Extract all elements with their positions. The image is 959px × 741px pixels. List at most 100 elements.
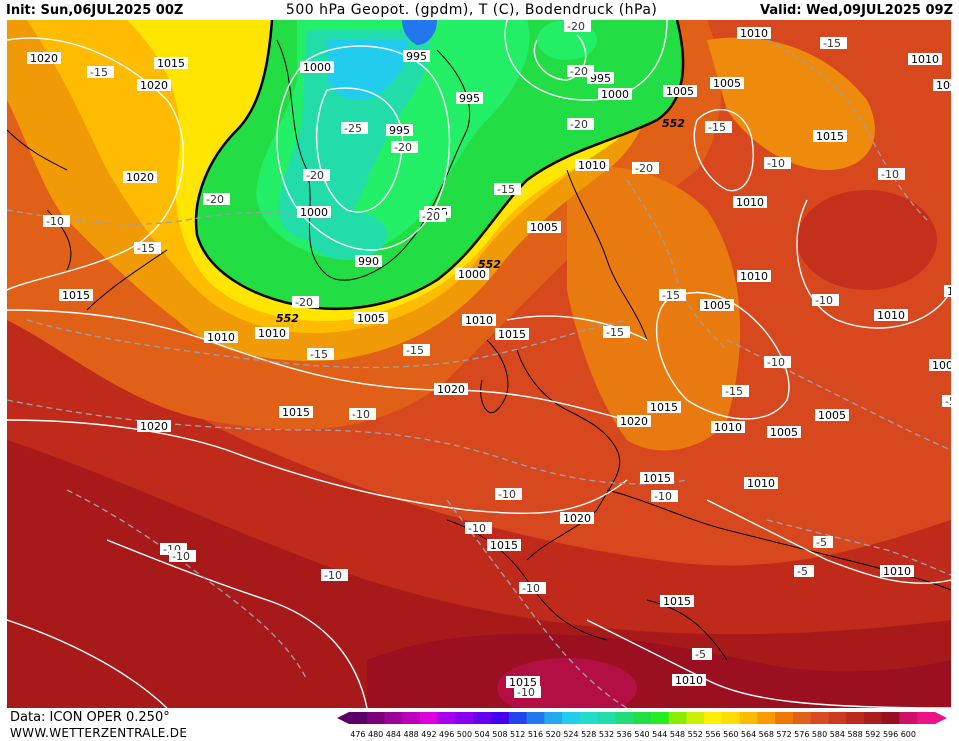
- temperature-label: -20: [292, 296, 319, 309]
- temperature-label: -20: [303, 169, 330, 182]
- temperature-label-text: -15: [406, 344, 424, 357]
- legend-swatch: [562, 712, 581, 724]
- valid-time: Valid: Wed,09JUL2025 09Z: [760, 2, 953, 18]
- pressure-label-text: 1005: [666, 85, 694, 98]
- legend-tick-label: 508: [492, 730, 507, 739]
- temperature-labels: -15 -20 -10 -15 -25 -20 -20 -20 -15 -20 -15 -15 -10 -…: [43, 20, 951, 699]
- temperature-label-text: -15: [90, 66, 108, 79]
- pressure-label: 1015: [660, 595, 694, 608]
- legend-swatch: [544, 712, 563, 724]
- temperature-label-text: -20: [206, 193, 224, 206]
- pressure-label-text: 1015: [650, 401, 678, 414]
- legend-tick-label: 500: [457, 730, 472, 739]
- legend-swatch: [508, 712, 528, 724]
- pressure-label-text: 1005: [713, 77, 741, 90]
- pressure-label-text: 1010: [675, 674, 703, 687]
- temperature-label-text: -20: [394, 141, 412, 154]
- temperature-label-text: -20: [567, 20, 585, 33]
- pressure-label-text: 1015: [498, 328, 526, 341]
- temperature-label: -15: [494, 183, 521, 196]
- pressure-label: 1010: [711, 421, 745, 434]
- pressure-label-text: 1000: [300, 206, 328, 219]
- data-source: Data: ICON OPER 0.250°: [10, 710, 170, 725]
- temperature-label: -10: [465, 522, 492, 535]
- temperature-label-text: -15: [708, 121, 726, 134]
- pressure-label-text: 1015: [509, 676, 537, 689]
- temperature-label-text: -15: [662, 289, 680, 302]
- pressure-label: 1010: [880, 565, 914, 578]
- temperature-label-text: -10: [654, 490, 672, 503]
- temperature-label: -10: [514, 686, 541, 699]
- pressure-label-text: 1010: [578, 159, 606, 172]
- temperature-label: -20: [564, 20, 591, 33]
- pressure-label-text: 1015: [490, 539, 518, 552]
- pressure-label-text: 1020: [437, 383, 465, 396]
- pressure-label: 1020: [27, 52, 61, 65]
- pressure-label-text: 1000: [458, 268, 486, 281]
- legend-tick-label: 552: [688, 730, 703, 739]
- pressure-label-text: 1010: [465, 314, 493, 327]
- legend-swatch: [420, 712, 439, 724]
- legend-tick-label: 512: [510, 730, 525, 739]
- legend-swatch: [402, 712, 421, 724]
- pressure-label-text: 1010: [714, 421, 742, 434]
- pressure-label: 1005: [929, 359, 951, 372]
- legend-swatch: [739, 712, 758, 724]
- pressure-label-text: 1020: [140, 79, 168, 92]
- pressure-label-text: 1015: [62, 289, 90, 302]
- temperature-label-text: -10: [498, 488, 516, 501]
- temperature-label-text: -20: [570, 118, 588, 131]
- temperature-label: -10: [43, 215, 70, 228]
- pressure-label-text: 1005: [936, 79, 951, 92]
- pressure-label: 1005: [767, 426, 801, 439]
- pressure-label: 1020: [434, 383, 468, 396]
- legend-tick-label: 544: [652, 730, 667, 739]
- legend-tick-label: 576: [794, 730, 809, 739]
- temperature-label: -15: [307, 348, 334, 361]
- pressure-label-text: 1000: [303, 61, 331, 74]
- legend-tick-label: 580: [812, 730, 827, 739]
- legend-swatch: [633, 712, 652, 724]
- pressure-label: 1005: [700, 299, 734, 312]
- legend-swatch: [615, 712, 634, 724]
- pressure-label: 1005: [933, 79, 951, 92]
- pressure-label: 995: [456, 92, 483, 105]
- pressure-label: 1020: [137, 420, 171, 433]
- color-legend: 476 480 484 488 492 496 500 504 508 512 516 520 524 5…: [337, 712, 947, 739]
- pressure-label: 1015: [813, 130, 847, 143]
- pressure-label: 1015: [647, 401, 681, 414]
- legend-swatch: [579, 712, 599, 724]
- legend-swatch: [650, 712, 670, 724]
- temperature-label: -5: [942, 395, 951, 408]
- website: WWW.WETTERZENTRALE.DE: [10, 726, 188, 740]
- pressure-label: 1015: [59, 289, 93, 302]
- isobars: [7, 20, 951, 708]
- legend-swatch: [491, 712, 510, 724]
- temperature-label-text: -10: [815, 294, 833, 307]
- pressure-label: 1005: [663, 85, 697, 98]
- pressure-label-text: 1010: [740, 27, 768, 40]
- legend-tick-label: 600: [901, 730, 916, 739]
- pressure-label-text: 995: [389, 124, 410, 137]
- temperature-label-text: -20: [306, 169, 324, 182]
- legend-swatch: [899, 712, 918, 724]
- legend-swatch: [757, 712, 776, 724]
- pressure-label-text: 1010: [740, 270, 768, 283]
- legend-swatch: [775, 712, 794, 724]
- temperature-label-text: -10: [324, 569, 342, 582]
- temperature-label-text: -20: [422, 210, 440, 223]
- geopotential-label-text: 552: [662, 117, 685, 130]
- legend-tick-label: 496: [439, 730, 454, 739]
- temperature-label-text: -15: [310, 348, 328, 361]
- pressure-label: 995: [386, 124, 413, 137]
- pressure-label-text: 1020: [620, 415, 648, 428]
- legend-tick-label: 536: [617, 730, 632, 739]
- temperature-label-text: -25: [344, 122, 362, 135]
- legend-tick-label: 572: [776, 730, 791, 739]
- legend-tick-label: 480: [368, 730, 383, 739]
- temperature-label-text: -10: [352, 408, 370, 421]
- pressure-label: 1010: [575, 159, 609, 172]
- legend-swatch: [349, 712, 368, 724]
- pressure-label-text: 1005: [818, 409, 846, 422]
